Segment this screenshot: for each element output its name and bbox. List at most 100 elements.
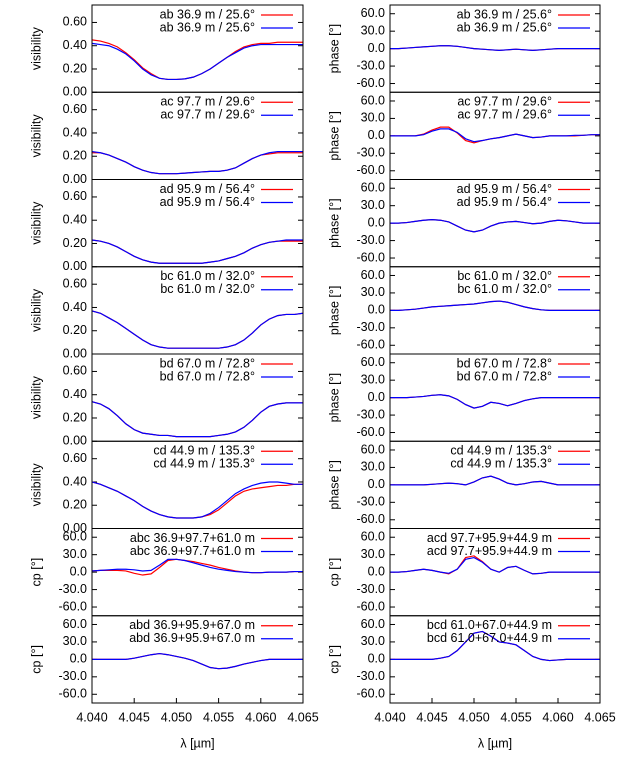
data-line: [91, 239, 303, 264]
legend-label: ab 36.9 m / 25.6°: [160, 7, 255, 21]
y-tick-label: 0.40: [63, 474, 87, 488]
data-line: [91, 401, 303, 438]
legend-label: ad 95.9 m / 56.4°: [457, 182, 552, 196]
y-tick-label: -60.0: [357, 163, 386, 177]
y-axis-label: visibility: [29, 375, 43, 419]
y-tick-label: -30.0: [357, 495, 386, 509]
legend-label: bc 61.0 m / 32.0°: [457, 282, 552, 296]
y-axis-label: phase [°]: [327, 460, 341, 509]
y-tick-label: 0.00: [63, 259, 87, 273]
y-tick-label: 30.0: [361, 460, 385, 474]
y-tick-label: 0.0: [70, 564, 87, 578]
y-tick-label: 30.0: [361, 285, 385, 299]
y-tick-label: -30.0: [59, 669, 88, 683]
data-line: [91, 239, 303, 264]
y-tick-label: -60.0: [59, 687, 88, 701]
y-tick-label: -60.0: [357, 512, 386, 526]
legend-label: acd 97.7+95.9+44.9 m: [427, 544, 552, 558]
x-tick-label: 4.045: [416, 710, 447, 724]
y-tick-label: 0.00: [63, 172, 87, 186]
y-tick-label: 60.0: [361, 442, 385, 456]
legend-label: bc 61.0 m / 32.0°: [160, 269, 255, 283]
legend-label: abc 36.9+97.7+61.0 m: [130, 544, 255, 558]
y-tick-label: -60.0: [357, 599, 386, 613]
y-tick-label: 0.0: [368, 564, 385, 578]
data-line: [390, 394, 600, 409]
x-axis-label: λ [µm]: [478, 736, 512, 750]
legend-label: cd 44.9 m / 135.3°: [450, 457, 552, 471]
y-tick-label: 0.00: [63, 85, 87, 99]
y-tick-label: -60.0: [59, 599, 88, 613]
y-tick-label: 0.40: [63, 213, 87, 227]
legend-label: ac 97.7 m / 29.6°: [160, 108, 255, 122]
x-tick-label: 4.050: [161, 710, 192, 724]
y-tick-label: 30.0: [63, 547, 87, 561]
y-tick-label: -30.0: [357, 407, 386, 421]
legend-label: bcd 61.0+67.0+44.9 m: [427, 618, 552, 632]
y-tick-label: -60.0: [357, 338, 386, 352]
y-tick-label: 0.60: [63, 364, 87, 378]
legend-label: bd 67.0 m / 72.8°: [160, 369, 255, 383]
y-tick-label: 0.20: [63, 498, 87, 512]
data-line: [91, 42, 303, 81]
y-tick-label: 60.0: [361, 181, 385, 195]
y-tick-label: 0.60: [63, 102, 87, 116]
legend-label: abd 36.9+95.9+67.0 m: [129, 618, 255, 632]
y-tick-label: 0.20: [63, 410, 87, 424]
y-tick-label: 0.0: [368, 128, 385, 142]
data-line: [92, 652, 303, 670]
y-tick-label: 30.0: [361, 198, 385, 212]
x-tick-label: 4.065: [584, 710, 615, 724]
x-tick-label: 4.055: [500, 710, 531, 724]
y-tick-label: -30.0: [357, 233, 386, 247]
data-line: [390, 128, 600, 143]
x-tick-label: 4.040: [374, 710, 405, 724]
y-tick-label: 60.0: [361, 6, 385, 20]
legend-label: abd 36.9+95.9+67.0 m: [129, 631, 255, 645]
y-tick-label: 0.0: [368, 652, 385, 666]
y-axis-label: cp [°]: [327, 558, 341, 587]
x-axis-label: λ [µm]: [180, 736, 214, 750]
y-axis-label: visibility: [29, 201, 43, 245]
data-line: [390, 475, 600, 486]
plot-frame: [389, 615, 601, 704]
legend-label: ac 97.7 m / 29.6°: [160, 95, 255, 109]
data-line: [91, 481, 303, 519]
data-line: [390, 630, 600, 662]
y-axis-label: cp [°]: [29, 645, 43, 674]
legend-label: ac 97.7 m / 29.6°: [457, 95, 552, 109]
y-axis-label: visibility: [29, 114, 43, 158]
y-tick-label: 0.20: [63, 149, 87, 163]
data-line: [91, 150, 303, 175]
x-tick-label: 4.065: [287, 710, 318, 724]
data-line: [91, 39, 303, 81]
legend-label: bc 61.0 m / 32.0°: [457, 269, 552, 283]
y-tick-label: 60.0: [361, 530, 385, 544]
x-tick-label: 4.055: [203, 710, 234, 724]
y-tick-label: 30.0: [361, 547, 385, 561]
y-tick-label: 0.40: [63, 125, 87, 139]
legend-label: acd 97.7+95.9+44.9 m: [427, 531, 552, 545]
y-tick-label: -30.0: [357, 669, 386, 683]
y-tick-label: 0.20: [63, 323, 87, 337]
y-tick-label: 0.0: [368, 390, 385, 404]
y-tick-label: -60.0: [357, 425, 386, 439]
y-tick-label: 0.0: [70, 652, 87, 666]
x-tick-label: 4.045: [119, 710, 150, 724]
data-line: [91, 310, 304, 349]
y-axis-label: phase [°]: [327, 111, 341, 160]
y-axis-label: visibility: [29, 463, 43, 507]
y-tick-label: 0.60: [63, 15, 87, 29]
y-tick-label: 30.0: [361, 634, 385, 648]
legend-label: cd 44.9 m / 135.3°: [153, 457, 255, 471]
y-tick-label: 0.60: [63, 451, 87, 465]
data-line: [91, 401, 303, 438]
y-tick-label: 0.20: [63, 236, 87, 250]
y-axis-label: phase [°]: [327, 198, 341, 247]
y-tick-label: -30.0: [357, 58, 386, 72]
y-axis-label: visibility: [29, 288, 43, 332]
y-tick-label: -30.0: [357, 320, 386, 334]
data-line: [390, 556, 600, 575]
legend-label: cd 44.9 m / 135.3°: [153, 444, 255, 458]
x-tick-label: 4.050: [458, 710, 489, 724]
